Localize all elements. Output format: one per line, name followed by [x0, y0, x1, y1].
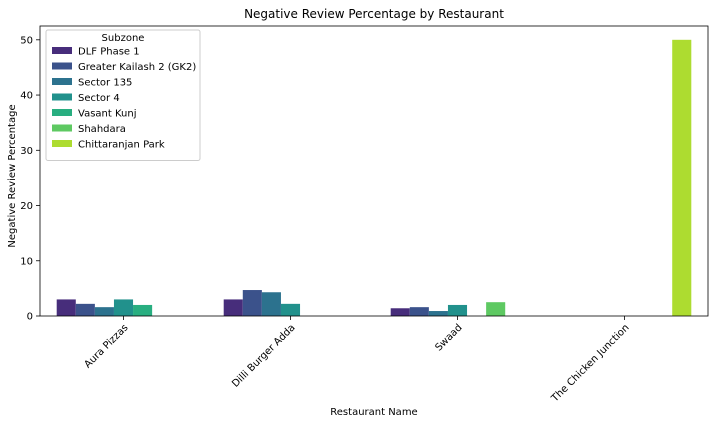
- bar: [428, 311, 448, 316]
- y-tick-label: 10: [20, 256, 33, 267]
- x-axis-label: Restaurant Name: [330, 407, 417, 418]
- y-tick-label: 30: [20, 146, 33, 157]
- bar: [390, 308, 410, 316]
- chart-title: Negative Review Percentage by Restaurant: [244, 7, 504, 21]
- legend-item-label: Shahdara: [78, 124, 126, 135]
- bar: [242, 290, 262, 316]
- legend-item-label: Greater Kailash 2 (GK2): [78, 62, 196, 73]
- legend-item-label: Chittaranjan Park: [78, 140, 165, 151]
- bar: [223, 299, 243, 316]
- legend-item-label: Sector 4: [78, 93, 120, 104]
- bar: [56, 299, 76, 316]
- bar: [261, 292, 281, 316]
- legend-swatch: [52, 109, 72, 116]
- legend-item-label: Sector 135: [78, 78, 132, 89]
- bar: [409, 307, 429, 316]
- bar: [672, 39, 692, 317]
- legend: Subzone DLF Phase 1 Greater Kailash 2 (GK2…: [45, 29, 201, 161]
- y-axis-label: Negative Review Percentage: [7, 104, 18, 247]
- legend-swatch: [52, 93, 72, 101]
- y-tick-label: 50: [20, 35, 33, 46]
- legend-item-label: DLF Phase 1: [78, 47, 140, 58]
- bar: [447, 304, 468, 316]
- bar: [75, 303, 95, 316]
- plot-frame: [39, 25, 709, 317]
- y-tick-label: 0: [27, 312, 33, 323]
- legend-title: Subzone: [102, 33, 145, 44]
- bar: [280, 303, 301, 316]
- legend-swatch: [52, 124, 72, 132]
- legend-swatch: [52, 62, 72, 70]
- bar: [133, 304, 153, 316]
- legend-swatch: [52, 47, 72, 54]
- bar: [486, 302, 506, 316]
- bar: [94, 307, 114, 316]
- y-tick-label: 20: [20, 201, 33, 212]
- y-tick-label: 40: [20, 91, 33, 102]
- legend-item-label: Vasant Kunj: [78, 109, 136, 120]
- legend-swatch: [52, 140, 72, 147]
- legend-swatch: [52, 78, 72, 85]
- legend-box: [45, 29, 201, 161]
- bar: [113, 299, 134, 316]
